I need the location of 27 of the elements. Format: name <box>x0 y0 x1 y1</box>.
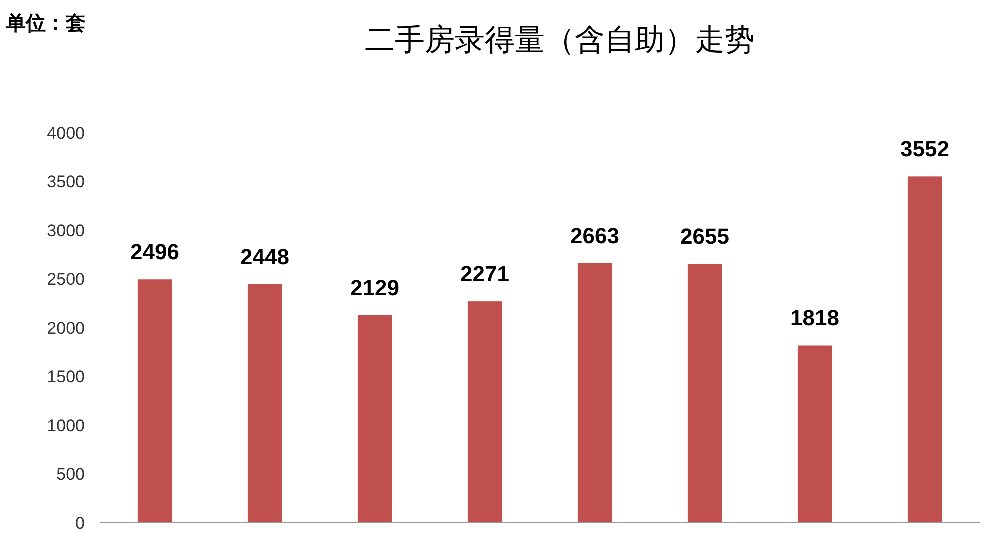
bar <box>688 264 722 523</box>
bar <box>358 315 392 523</box>
y-tick-label: 2000 <box>47 318 85 338</box>
y-tick-label: 500 <box>56 465 85 484</box>
data-label: 2655 <box>680 224 730 250</box>
data-label: 3552 <box>900 136 950 162</box>
data-label: 2663 <box>570 223 620 248</box>
text: 单位：套 <box>5 11 86 35</box>
y-tick-label: 4000 <box>47 124 85 143</box>
y-tick-label: 1500 <box>47 368 85 387</box>
y-tick-label: 0 <box>76 514 85 533</box>
y-tick-label: 1000 <box>47 416 85 436</box>
bar <box>468 302 502 523</box>
chart-title: 二手房录得量（含自助）走势 <box>365 23 755 58</box>
y-tick-label: 2500 <box>47 270 85 290</box>
y-tick-label: 3000 <box>47 221 85 240</box>
data-label: 2496 <box>130 240 180 265</box>
bar <box>908 176 942 523</box>
bar <box>248 284 282 523</box>
data-label: 2271 <box>460 262 510 287</box>
data-label: 1818 <box>790 306 840 331</box>
data-label: 2448 <box>240 244 290 270</box>
data-label: 2129 <box>350 275 400 300</box>
bar <box>578 263 612 523</box>
bar <box>798 346 832 523</box>
bar <box>138 280 172 523</box>
y-tick-label: 3500 <box>47 172 85 192</box>
